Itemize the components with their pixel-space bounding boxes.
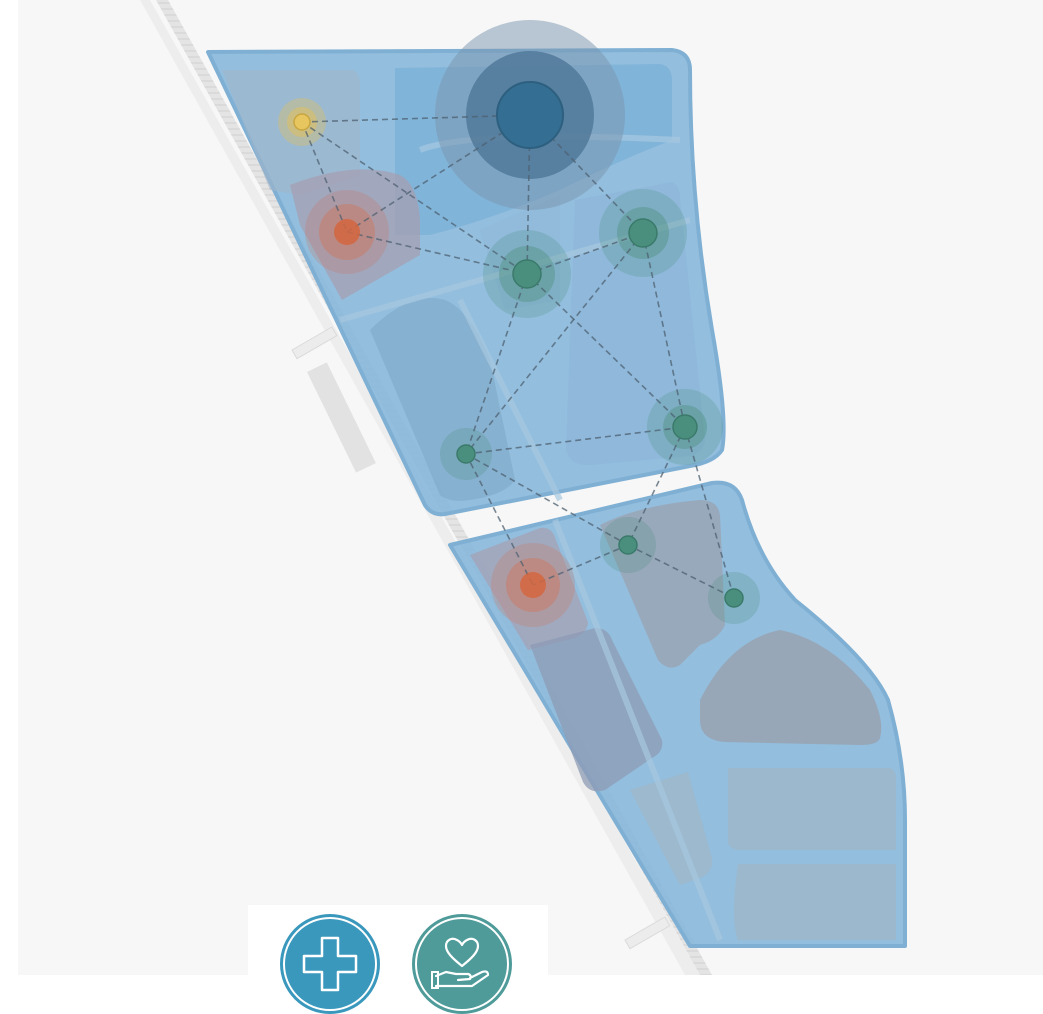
hospital-node[interactable] [520, 572, 546, 598]
clinic-node[interactable] [293, 113, 311, 131]
care-center-node[interactable] [618, 535, 638, 555]
medical-cross-button[interactable] [280, 914, 380, 1014]
care-center-node[interactable] [456, 444, 476, 464]
care-center-node[interactable] [628, 218, 658, 248]
hub-node[interactable] [496, 81, 564, 149]
care-heart-hand-icon [415, 917, 509, 1011]
hospital-node[interactable] [334, 219, 360, 245]
station-platform [307, 362, 376, 473]
map-nodes [293, 81, 744, 608]
care-center-node[interactable] [672, 414, 698, 440]
care-center-node[interactable] [724, 588, 744, 608]
care-center-node[interactable] [512, 259, 542, 289]
medical-cross-icon [283, 917, 377, 1011]
connection-lines [301, 114, 735, 599]
care-heart-hand-button[interactable] [412, 914, 512, 1014]
